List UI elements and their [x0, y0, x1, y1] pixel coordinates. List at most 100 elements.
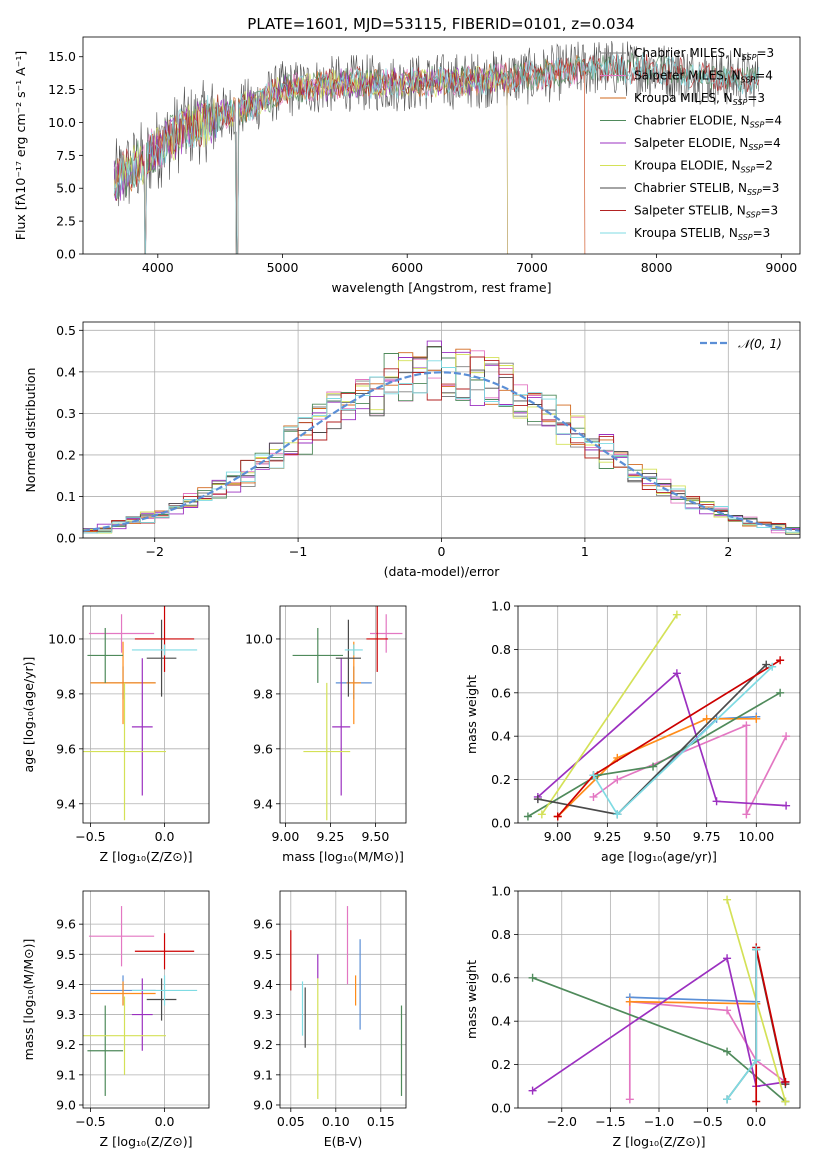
- y-tick-label: 0.0: [491, 1101, 511, 1116]
- y-tick-label: 7.5: [56, 148, 76, 163]
- x-tick-label: 7000: [516, 260, 548, 275]
- series-marker: [723, 895, 732, 904]
- y-tick-label: 0.5: [56, 323, 76, 338]
- y-tick-label: 9.2: [253, 1037, 273, 1052]
- y-tick-label: 2.5: [56, 214, 76, 229]
- x-tick-label: −2.0: [547, 1114, 577, 1129]
- panel-residuals: −2 −1 0 1 2 0.0 0.1 0.2 0.3 0.4 0.5 (data-model)/er…: [23, 321, 801, 579]
- legend-text: Kroupa STELIB, N: [634, 226, 738, 240]
- legend-subscript: SSP: [741, 166, 756, 175]
- legend-text: Chabrier ELODIE, N: [634, 114, 750, 128]
- series-marker: [625, 997, 634, 1006]
- x-tick-label: 9.75: [693, 829, 721, 844]
- series-marker: [782, 732, 791, 741]
- series-marker: [723, 954, 732, 963]
- legend-label: Salpeter STELIB, NSSP=3: [634, 204, 778, 220]
- y-tick-label: 9.4: [253, 977, 273, 992]
- legend-label: Kroupa MILES, NSSP=3: [634, 91, 765, 107]
- legend-value: =3: [756, 46, 774, 60]
- x-tick-label: 8000: [641, 260, 673, 275]
- series-marker: [702, 714, 711, 723]
- legend-label: Salpeter MILES, NSSP=4: [634, 69, 773, 85]
- x-tick-label: 10.00: [738, 829, 774, 844]
- plot-area-weight_vs_Z: [528, 895, 790, 1106]
- axes-frame: [279, 605, 407, 824]
- legend-value: =3: [747, 91, 765, 105]
- legend-subscript: SSP: [742, 53, 757, 62]
- legend-text: Chabrier MILES, N: [634, 46, 742, 60]
- legend-label: Chabrier MILES, NSSP=3: [634, 46, 774, 62]
- series-marker: [589, 792, 598, 801]
- y-tick-label: 10.0: [48, 115, 76, 130]
- series-marker: [742, 810, 751, 819]
- legend-text: Salpeter STELIB, N: [634, 204, 746, 218]
- plot-area-weight_vs_age: [523, 610, 791, 821]
- x-tick-label: −1.0: [644, 1114, 674, 1129]
- legend-text: Salpeter ELODIE, N: [634, 136, 748, 150]
- x-tick-label: 9.25: [316, 829, 344, 844]
- legend-value: =3: [753, 226, 771, 240]
- series-marker: [537, 810, 546, 819]
- gaussian-curve: [83, 371, 800, 532]
- y-tick-label: 1.0: [491, 599, 511, 614]
- legend-label: Kroupa ELODIE, NSSP=2: [634, 159, 773, 175]
- x-tick-label: 6000: [391, 260, 423, 275]
- y-tick-label: 10.0: [48, 631, 76, 646]
- y-tick-label: 0.8: [491, 927, 511, 942]
- y-axis-label: Normed distribution: [23, 368, 38, 493]
- series-marker: [752, 1097, 761, 1106]
- x-tick-label: 0.15: [367, 1114, 395, 1129]
- x-tick-label: 0.0: [155, 829, 175, 844]
- series-marker: [712, 797, 721, 806]
- axes-frame: [82, 36, 801, 255]
- series-marker: [533, 795, 542, 804]
- series-marker: [782, 801, 791, 810]
- x-tick-label: 0.05: [277, 1114, 305, 1129]
- x-tick-label: 9.00: [544, 829, 572, 844]
- x-axis-label: Z [log₁₀(Z/Z⊙)]: [100, 849, 193, 864]
- series-marker: [723, 1047, 732, 1056]
- series-marker: [672, 610, 681, 619]
- y-tick-label: 9.5: [253, 947, 273, 962]
- y-tick-label: 9.6: [253, 917, 273, 932]
- legend-label: Chabrier STELIB, NSSP=3: [634, 181, 779, 197]
- y-tick-label: 9.4: [253, 796, 273, 811]
- plot-area-residuals: [83, 340, 800, 538]
- series-marker: [528, 1086, 537, 1095]
- y-tick-label: 9.0: [56, 1097, 76, 1112]
- series-marker: [781, 1097, 790, 1106]
- x-tick-label: 9.25: [593, 829, 621, 844]
- plot-area-age_vs_mass: [292, 606, 403, 821]
- panel-age_vs_Z: −0.5 0.0 9.4 9.6 9.8 10.0 Z [log₁₀(Z/Z⊙)] age […: [21, 605, 210, 864]
- axes-frame: [82, 890, 210, 1109]
- spectrum-line: [114, 54, 760, 254]
- series-line: [592, 666, 773, 816]
- series-line: [592, 724, 787, 815]
- panel-mass_vs_Z: −0.5 0.0 9.0 9.1 9.2 9.3 9.4 9.5 9.6 Z [log₁₀(Z/Z…: [21, 890, 210, 1149]
- legend-subscript: SSP: [747, 188, 762, 197]
- y-axis-label: mass weight: [464, 960, 479, 1039]
- x-tick-label: −0.5: [75, 829, 105, 844]
- legend-label: Salpeter ELODIE, NSSP=4: [634, 136, 781, 152]
- series-marker: [589, 771, 598, 780]
- series-marker: [672, 669, 681, 678]
- y-tick-label: 9.6: [56, 917, 76, 932]
- x-axis-label: mass [log₁₀(M/M⊙)]: [282, 849, 404, 864]
- series-marker: [528, 973, 537, 982]
- y-tick-label: 0.2: [491, 772, 511, 787]
- panel-spectrum: 4000 5000 6000 7000 8000 9000 0.0 2.5 5.0 7.5 10.0…: [13, 36, 801, 295]
- y-tick-label: 9.1: [253, 1067, 273, 1082]
- x-tick-label: 9.00: [271, 829, 299, 844]
- legend-value: =4: [764, 114, 782, 128]
- y-axis-label: Flux [fλ10⁻¹⁷ erg cm⁻² s⁻¹ A⁻¹]: [13, 51, 28, 240]
- y-tick-label: 0.0: [56, 531, 76, 546]
- y-tick-label: 12.5: [48, 82, 76, 97]
- y-tick-label: 0.2: [56, 447, 76, 462]
- series-marker: [768, 662, 777, 671]
- x-tick-label: 9000: [765, 260, 797, 275]
- series-marker: [723, 1095, 732, 1104]
- x-axis-label: Z [log₁₀(Z/Z⊙)]: [613, 1134, 706, 1149]
- legend-value: =3: [762, 181, 780, 195]
- plot-area-spectrum: [113, 40, 760, 254]
- series-marker: [742, 721, 751, 730]
